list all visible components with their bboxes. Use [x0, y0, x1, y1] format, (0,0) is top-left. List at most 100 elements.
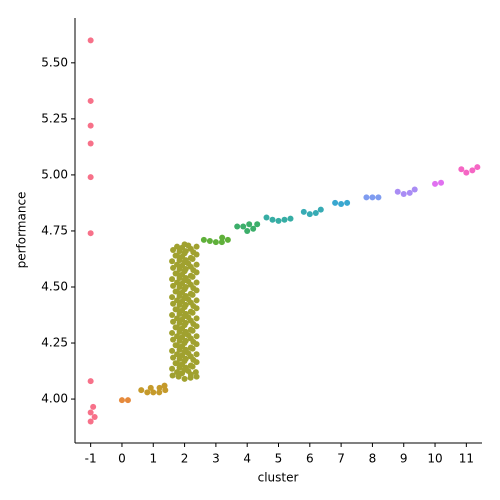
data-point	[240, 223, 247, 230]
data-point	[193, 333, 200, 340]
data-point	[170, 336, 177, 343]
data-point	[87, 230, 94, 237]
data-point	[187, 290, 194, 297]
y-tick-label: 5.00	[41, 167, 68, 181]
data-point	[411, 186, 418, 193]
data-point	[187, 272, 194, 279]
data-point	[169, 329, 176, 336]
data-point	[187, 344, 194, 351]
data-point	[463, 169, 470, 176]
data-point	[400, 190, 407, 197]
data-point	[187, 362, 194, 369]
data-point	[170, 318, 177, 325]
data-point	[169, 276, 176, 283]
data-point	[161, 382, 168, 389]
data-point	[181, 241, 188, 248]
x-tick-label: 1	[149, 452, 157, 466]
data-point	[193, 315, 200, 322]
x-tick-label: 9	[400, 452, 408, 466]
data-point	[174, 252, 181, 259]
data-point	[224, 236, 231, 243]
data-point	[246, 221, 253, 228]
data-point	[187, 308, 194, 315]
data-point	[87, 97, 94, 104]
y-tick-label: 5.25	[41, 111, 68, 125]
data-point	[174, 243, 181, 250]
x-tick-label: 4	[243, 452, 251, 466]
data-point	[244, 227, 251, 234]
y-tick-label: 4.00	[41, 392, 68, 406]
data-point	[174, 315, 181, 322]
data-point	[87, 418, 94, 425]
data-point	[193, 261, 200, 268]
data-point	[169, 365, 176, 372]
data-point	[174, 369, 181, 376]
data-point	[474, 164, 481, 171]
x-tick-label: 0	[118, 452, 126, 466]
data-point	[87, 409, 94, 416]
data-point	[281, 216, 288, 223]
x-tick-label: 5	[275, 452, 283, 466]
data-point	[219, 234, 226, 241]
data-point	[369, 194, 376, 201]
data-point	[90, 403, 97, 410]
x-tick-label: 10	[427, 452, 442, 466]
data-point	[250, 225, 257, 232]
data-point	[156, 384, 163, 391]
data-point	[287, 215, 294, 222]
data-point	[181, 375, 188, 382]
x-tick-label: 6	[306, 452, 314, 466]
data-point	[469, 167, 476, 174]
data-point	[394, 188, 401, 195]
data-point	[174, 297, 181, 304]
data-point	[344, 199, 351, 206]
data-point	[174, 333, 181, 340]
data-point	[193, 351, 200, 358]
data-point	[193, 297, 200, 304]
data-point	[338, 201, 345, 208]
x-tick-label: 3	[212, 452, 220, 466]
x-axis-label: cluster	[258, 471, 299, 485]
data-point	[138, 387, 145, 394]
y-axis-label: performance	[15, 192, 29, 269]
data-point	[312, 210, 319, 217]
data-point	[275, 217, 282, 224]
data-point	[169, 294, 176, 301]
data-point	[144, 389, 151, 396]
data-point	[170, 282, 177, 289]
data-point	[91, 413, 98, 420]
x-tick-label: 7	[337, 452, 345, 466]
y-tick-label: 5.50	[41, 55, 68, 69]
data-point	[174, 324, 181, 331]
data-point	[218, 239, 225, 246]
data-point	[169, 258, 176, 265]
data-point	[87, 140, 94, 147]
data-point	[87, 122, 94, 129]
x-tick-label: 2	[181, 452, 189, 466]
data-point	[212, 239, 219, 246]
data-point	[162, 387, 169, 394]
data-point	[87, 378, 94, 385]
data-point	[174, 288, 181, 295]
data-point	[193, 373, 200, 380]
data-point	[254, 221, 261, 228]
data-point	[432, 180, 439, 187]
data-point	[174, 279, 181, 286]
data-point	[174, 306, 181, 313]
data-point	[174, 270, 181, 277]
data-point	[332, 199, 339, 206]
y-tick-label: 4.50	[41, 279, 68, 293]
data-point	[150, 389, 157, 396]
data-point	[187, 326, 194, 333]
data-point	[170, 354, 177, 361]
data-point	[147, 384, 154, 391]
data-point	[170, 247, 177, 254]
x-tick-label: 8	[369, 452, 377, 466]
data-point	[438, 179, 445, 186]
data-point	[124, 397, 131, 404]
data-point	[169, 312, 176, 319]
data-point	[206, 238, 213, 245]
data-point	[174, 342, 181, 349]
data-point	[458, 166, 465, 173]
